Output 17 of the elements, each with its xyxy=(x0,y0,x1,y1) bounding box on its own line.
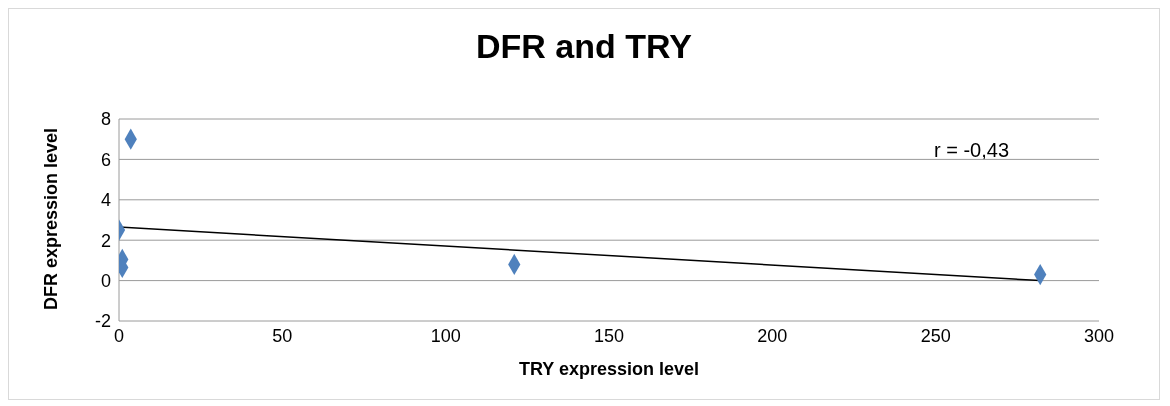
x-tick-label: 150 xyxy=(593,325,625,346)
chart-title: DFR and TRY xyxy=(475,27,693,66)
x-tick-label: 300 xyxy=(1083,325,1115,346)
x-tick-label: 200 xyxy=(757,325,788,346)
y-tick-label: 6 xyxy=(100,149,111,170)
x-tick-label: 100 xyxy=(430,325,461,346)
y-axis-title: DFR expression level xyxy=(41,127,62,310)
x-tick-label: 50 xyxy=(272,325,293,346)
y-tick-label: -2 xyxy=(94,311,111,332)
x-axis-title: TRY expression level xyxy=(518,359,700,379)
y-tick-label: 4 xyxy=(100,190,111,211)
y-tick-label: 8 xyxy=(100,109,111,130)
x-tick-label: 0 xyxy=(113,325,125,346)
annotation: r = -0,43 xyxy=(934,139,1010,162)
y-tick-label: 2 xyxy=(100,230,111,251)
x-tick-label: 250 xyxy=(920,325,951,346)
y-tick-label: 0 xyxy=(100,270,111,291)
